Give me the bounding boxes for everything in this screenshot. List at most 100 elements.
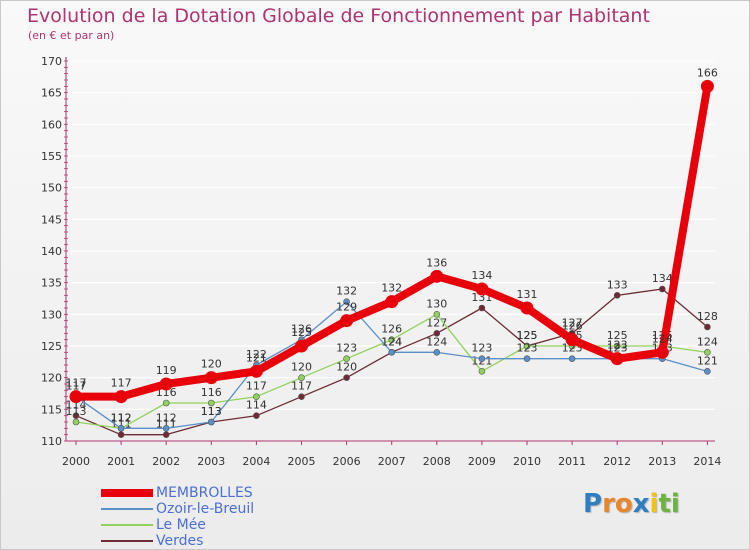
data-label: 130	[426, 297, 447, 310]
data-point	[298, 393, 305, 400]
data-point	[433, 330, 441, 337]
series-le-m-e: 1131121161161171201231261301211251251251…	[66, 297, 718, 432]
data-point	[72, 418, 80, 426]
x-tick-label: 2006	[333, 455, 361, 468]
data-label: 124	[697, 335, 718, 348]
data-label: 125	[517, 329, 538, 342]
logo-letter: t	[658, 489, 671, 519]
data-point	[430, 269, 444, 283]
data-label: 134	[652, 272, 673, 285]
data-point	[568, 355, 576, 362]
legend-label: Verdes	[156, 533, 204, 549]
legend-label: Ozoir-le-Breuil	[156, 501, 255, 517]
data-label: 136	[426, 256, 447, 269]
data-label: 124	[381, 335, 402, 348]
data-label: 125	[517, 329, 538, 342]
x-tick-label: 2001	[107, 455, 135, 468]
legend-item: Le Mée	[101, 517, 361, 533]
data-point	[162, 431, 170, 438]
data-label: 117	[246, 380, 267, 393]
legend-item: MEMBROLLES	[101, 485, 361, 501]
x-tick-label: 2000	[62, 455, 90, 468]
logo-letter: x	[632, 489, 650, 519]
data-point	[388, 336, 396, 343]
data-point	[343, 298, 350, 305]
data-point	[704, 349, 711, 356]
data-label: 131	[517, 288, 538, 301]
data-point	[523, 355, 531, 362]
x-tick-label: 2008	[423, 455, 451, 468]
data-label: 132	[381, 282, 402, 295]
y-tick-label: 140	[41, 245, 62, 258]
data-label: 120	[336, 361, 357, 374]
data-label: 124	[652, 332, 673, 345]
x-tick-label: 2002	[152, 455, 180, 468]
y-tick-label: 135	[41, 277, 62, 290]
legend-swatch	[101, 540, 153, 542]
x-tick-label: 2011	[558, 455, 586, 468]
data-point	[343, 374, 350, 381]
legend-swatch	[101, 489, 153, 497]
legend-swatch	[101, 508, 153, 510]
data-label: 123	[471, 342, 492, 355]
data-label: 128	[697, 310, 718, 323]
y-tick-label: 160	[41, 118, 62, 131]
data-label: 134	[471, 269, 492, 282]
data-point	[610, 352, 624, 366]
data-label: 113	[201, 405, 222, 418]
y-tick-label: 155	[41, 150, 62, 163]
data-label: 112	[111, 411, 132, 424]
data-point	[523, 342, 531, 350]
data-label: 129	[336, 301, 357, 314]
data-point	[613, 342, 621, 350]
data-point	[295, 339, 308, 353]
y-tick-label: 110	[41, 435, 62, 448]
data-point	[204, 371, 218, 385]
y-tick-label: 145	[41, 213, 62, 226]
logo-letter: o	[614, 489, 633, 519]
x-tick-label: 2007	[378, 455, 406, 468]
data-point	[475, 282, 489, 296]
data-label: 166	[697, 66, 718, 79]
x-tick-label: 2003	[197, 455, 225, 468]
data-label: 123	[607, 342, 628, 355]
x-tick-label: 2013	[648, 455, 676, 468]
y-tick-label: 130	[41, 308, 62, 321]
x-tick-label: 2010	[513, 455, 541, 468]
logo-letter: i	[670, 489, 680, 519]
chart-legend: MEMBROLLES Ozoir-le-Breuil Le Mée Verdes	[101, 485, 361, 549]
data-point	[520, 301, 534, 315]
legend-label: Le Mée	[156, 517, 206, 533]
data-point	[655, 345, 669, 359]
data-label: 116	[201, 386, 222, 399]
data-point	[704, 323, 711, 331]
y-tick-label: 115	[41, 403, 62, 416]
data-label: 125	[291, 326, 312, 339]
data-label: 117	[66, 380, 87, 393]
data-point	[117, 425, 125, 432]
data-point	[565, 333, 579, 347]
y-tick-label: 120	[41, 372, 62, 385]
data-label: 123	[517, 342, 538, 355]
data-point	[658, 285, 666, 293]
data-label: 124	[426, 335, 447, 348]
data-label: 126	[381, 323, 402, 336]
legend-label: MEMBROLLES	[156, 485, 253, 501]
data-point	[385, 295, 399, 309]
data-label: 133	[607, 278, 628, 291]
data-label: 127	[562, 316, 583, 329]
data-point	[159, 377, 173, 391]
data-label: 121	[246, 351, 267, 364]
data-label: 122	[246, 348, 267, 361]
data-point	[114, 390, 128, 404]
x-tick-label: 2012	[603, 455, 631, 468]
data-label: 112	[111, 411, 132, 424]
data-point	[343, 355, 350, 362]
data-label: 123	[336, 342, 357, 355]
data-label: 112	[156, 411, 177, 424]
legend-item: Ozoir-le-Breuil	[101, 501, 361, 517]
data-point	[69, 390, 83, 404]
legend-swatch	[101, 524, 153, 526]
